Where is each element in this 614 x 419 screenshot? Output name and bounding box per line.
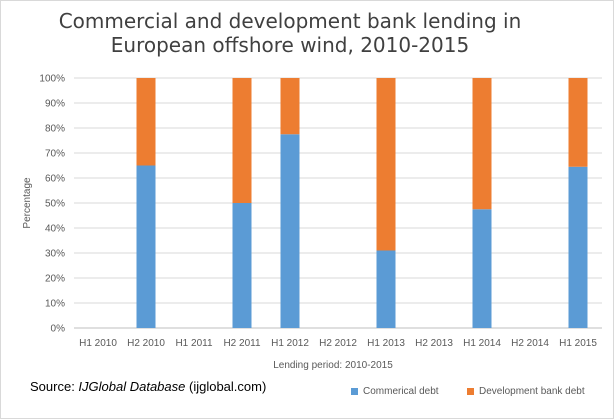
y-tick-label: 50%: [45, 199, 65, 210]
y-tick-label: 20%: [45, 274, 65, 285]
y-tick-label: 60%: [45, 174, 65, 185]
bar-commercial-debt: [232, 203, 252, 328]
x-tick-label: H1 2011: [175, 338, 213, 349]
y-tick-label: 10%: [45, 299, 65, 310]
legend-item-commercial: Commerical debt: [351, 386, 439, 397]
x-tick-label: H1 2010: [79, 338, 117, 349]
bar-development-bank-debt: [376, 78, 396, 251]
bar-development-bank-debt: [568, 78, 588, 167]
bar-commercial-debt: [280, 134, 300, 328]
y-tick-label: 40%: [45, 224, 65, 235]
legend-item-development: Development bank debt: [467, 386, 585, 397]
x-tick-label: H2 2010: [127, 338, 165, 349]
legend-label-commercial: Commerical debt: [363, 386, 439, 397]
legend-label-development: Development bank debt: [479, 386, 585, 397]
x-tick-label: H1 2013: [367, 338, 405, 349]
y-tick-label: 90%: [45, 99, 65, 110]
chart-title-line-2: European offshore wind, 2010-2015: [110, 33, 470, 57]
source-note: Source: IJGlobal Database (ijglobal.com): [30, 379, 266, 394]
y-tick-label: 0%: [51, 324, 66, 335]
bar-development-bank-debt: [280, 78, 300, 135]
x-tick-label: H2 2014: [511, 338, 549, 349]
y-tick-label: 80%: [45, 124, 65, 135]
bar-commercial-debt: [568, 166, 588, 328]
legend-swatch-development: [467, 388, 474, 395]
x-tick-label: H1 2014: [463, 338, 501, 349]
bar-development-bank-debt: [232, 78, 252, 203]
bar-development-bank-debt: [472, 78, 492, 210]
x-tick-label: H2 2012: [319, 338, 357, 349]
x-axis-title: Lending period: 2010-2015: [273, 360, 393, 371]
bar-commercial-debt: [376, 250, 396, 328]
source-suffix: (ijglobal.com): [185, 379, 267, 394]
y-tick-label: 100%: [39, 74, 65, 85]
x-tick-label: H2 2011: [223, 338, 261, 349]
source-database-name: IJGlobal Database: [78, 379, 186, 394]
bar-commercial-debt: [472, 209, 492, 328]
x-tick-label: H2 2013: [415, 338, 453, 349]
x-tick-label: H1 2012: [271, 338, 309, 349]
x-tick-label: H1 2015: [559, 338, 597, 349]
chart-title-line-1: Commercial and development bank lending …: [58, 9, 522, 33]
y-axis-title: Percentage: [22, 177, 33, 229]
y-tick-label: 30%: [45, 249, 65, 260]
legend-swatch-commercial: [351, 388, 358, 395]
bar-development-bank-debt: [136, 78, 156, 166]
y-tick-label: 70%: [45, 149, 65, 160]
source-prefix: Source:: [30, 379, 79, 394]
bar-commercial-debt: [136, 165, 156, 328]
